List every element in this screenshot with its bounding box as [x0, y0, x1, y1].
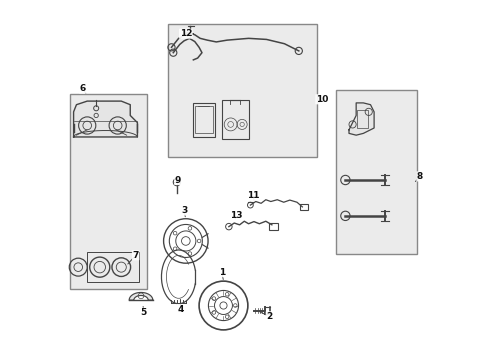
Bar [87, 252, 139, 282]
Text: 13: 13 [230, 211, 243, 220]
Bar [70, 94, 147, 289]
Text: 10: 10 [316, 95, 328, 104]
Bar [270, 223, 278, 230]
Text: 12: 12 [179, 29, 192, 38]
Text: 3: 3 [181, 206, 187, 215]
Polygon shape [129, 292, 153, 300]
Bar [193, 103, 215, 137]
Text: 5: 5 [141, 308, 147, 317]
Text: 9: 9 [175, 176, 181, 185]
Text: 6: 6 [80, 84, 86, 93]
Text: 7: 7 [132, 251, 139, 260]
Bar [357, 110, 368, 128]
Bar [221, 100, 248, 139]
Text: 8: 8 [417, 172, 423, 181]
Text: 1: 1 [219, 268, 225, 277]
Text: 11: 11 [247, 190, 260, 199]
Text: 2: 2 [266, 312, 272, 321]
Polygon shape [349, 103, 374, 135]
Bar [337, 90, 417, 253]
Bar [168, 24, 317, 157]
Bar [195, 107, 213, 134]
Bar [300, 204, 308, 211]
Text: 4: 4 [177, 305, 184, 314]
Polygon shape [74, 101, 137, 137]
